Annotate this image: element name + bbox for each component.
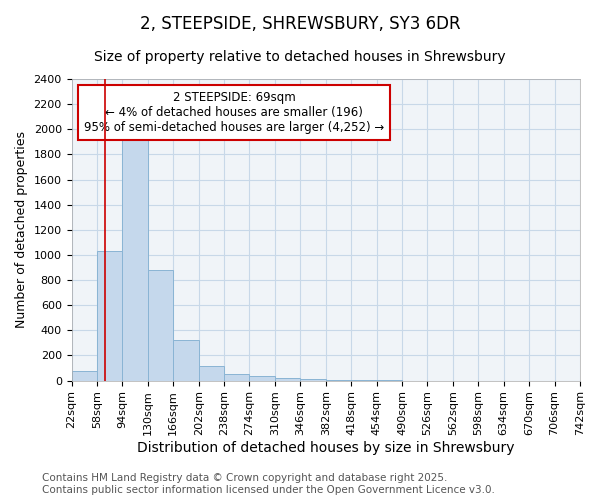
Bar [97,251,122,380]
Bar [71,370,97,380]
Bar [275,378,301,380]
Bar [148,270,173,380]
X-axis label: Distribution of detached houses by size in Shrewsbury: Distribution of detached houses by size … [137,441,515,455]
Text: 2, STEEPSIDE, SHREWSBURY, SY3 6DR: 2, STEEPSIDE, SHREWSBURY, SY3 6DR [140,15,460,33]
Text: Size of property relative to detached houses in Shrewsbury: Size of property relative to detached ho… [94,50,506,64]
Bar [199,366,224,380]
Bar [250,376,275,380]
Bar [173,340,199,380]
Y-axis label: Number of detached properties: Number of detached properties [15,132,28,328]
Text: 2 STEEPSIDE: 69sqm
← 4% of detached houses are smaller (196)
95% of semi-detache: 2 STEEPSIDE: 69sqm ← 4% of detached hous… [84,91,385,134]
Bar [224,374,250,380]
Text: Contains HM Land Registry data © Crown copyright and database right 2025.
Contai: Contains HM Land Registry data © Crown c… [42,474,495,495]
Bar [122,140,148,380]
